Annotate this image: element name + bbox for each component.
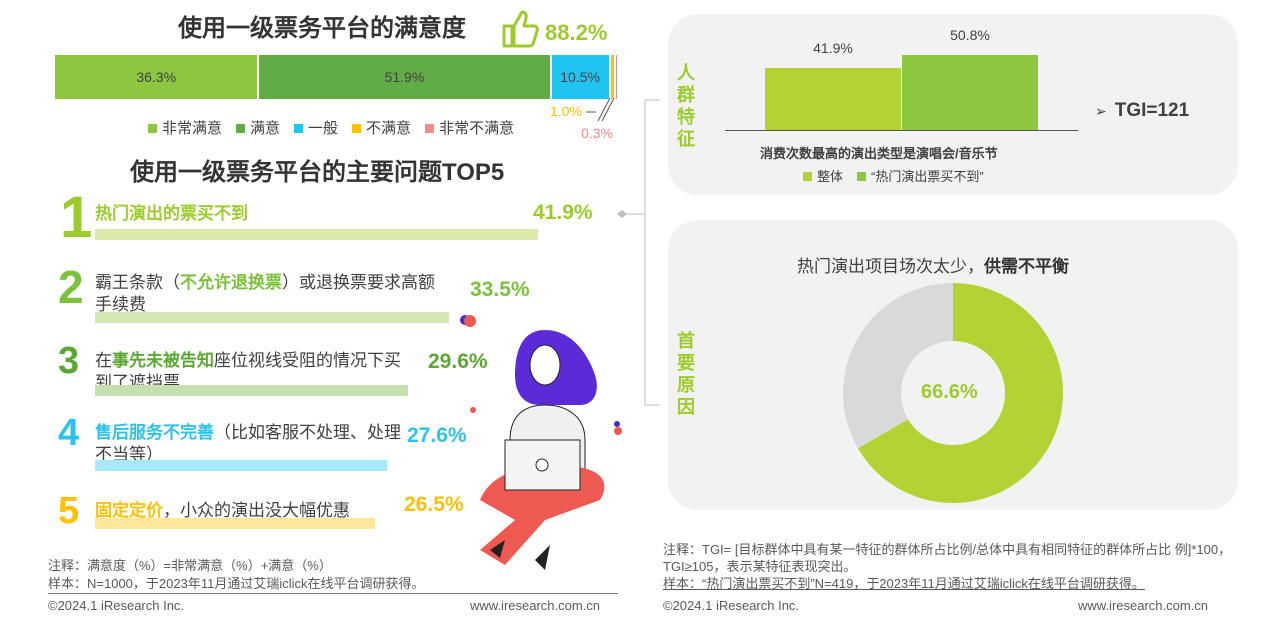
arrow-icon: ➢	[1095, 103, 1107, 119]
legend-swatch	[857, 172, 867, 181]
leader-lines	[586, 97, 615, 122]
legend-label: 整体	[817, 169, 844, 184]
rank-number: 3	[58, 340, 80, 382]
tgi-value: TGI=121	[1114, 100, 1190, 121]
stack-segment: 36.3%	[55, 55, 258, 99]
problem-value: 41.9%	[533, 201, 593, 224]
problem-value: 29.6%	[428, 350, 488, 373]
problems-title: 使用一级票务平台的主要问题TOP5	[130, 159, 505, 186]
legend-label: 非常满意	[162, 120, 223, 137]
legend-item: 不满意	[352, 117, 411, 138]
legend-item: “热门演出票买不到”	[857, 166, 984, 185]
legend-label: 不满意	[366, 120, 412, 137]
left-copyright: ©2024.1 iResearch Inc.	[48, 598, 185, 613]
legend-item: 非常不满意	[425, 117, 514, 138]
stack-segment	[616, 55, 618, 99]
left-divider	[48, 593, 618, 594]
donut-slice	[857, 283, 1063, 503]
connector-lines	[617, 99, 660, 406]
stack-segment	[610, 55, 615, 99]
legend-swatch	[803, 172, 812, 181]
rank-number: 5	[58, 490, 80, 532]
problem-highlight: 固定定价	[95, 501, 163, 520]
problem-bar	[95, 385, 408, 396]
legend-label: “热门演出票买不到”	[871, 169, 984, 184]
problem-text-post: （比如客服不处理、处理不当等）	[95, 423, 401, 464]
rank-number: 2	[58, 261, 84, 313]
legend-label: 满意	[250, 120, 281, 137]
reason-label: 首要原因	[677, 331, 695, 417]
legend-swatch	[148, 124, 157, 133]
legend-swatch	[352, 124, 362, 133]
label-neutral-small: 1.0%	[550, 103, 582, 119]
legend-swatch	[236, 124, 246, 133]
tgi-bar-label: 41.9%	[813, 40, 853, 57]
problem-bar	[95, 229, 538, 240]
problem-bar	[95, 518, 376, 529]
right-note: 注释：TGI= [目标群体中具有某一特征的群体所占比例/总体中具有相同特征的群体…	[663, 542, 1232, 574]
right-copyright: ©2024.1 iResearch Inc.	[663, 598, 800, 613]
problem-text: 热门演出的票买不到	[95, 203, 445, 225]
left-sample: 样本：N=1000，于2023年11月通过艾瑞iclick在线平台调研获得。	[48, 576, 425, 591]
legend-item: 满意	[236, 117, 280, 138]
left-note: 注释：满意度（%）=非常满意（%）+满意（%）	[48, 558, 332, 573]
segment-label: 51.9%	[384, 69, 425, 85]
legend-item: 一般	[294, 117, 338, 138]
tgi-xlabel: 消费次数最高的演出类型是演唱会/音乐节	[760, 146, 998, 161]
problem-text-pre: 霸王条款（	[95, 273, 180, 292]
problem-text-pre: 在	[95, 351, 112, 370]
segment-label: 36.3%	[136, 69, 177, 85]
audience-label: 人群特征	[677, 63, 695, 149]
person-with-laptop-illustration	[460, 315, 622, 570]
legend-label: 一般	[308, 120, 339, 137]
donut-title-normal: 热门演出项目场次太少，	[797, 257, 984, 276]
left-url: www.iresearch.com.cn	[470, 598, 601, 613]
segment-label: 10.5%	[560, 69, 600, 85]
stack-segment: 51.9%	[259, 55, 550, 99]
problem-highlight: 事先未被告知	[112, 351, 214, 370]
right-url: www.iresearch.com.cn	[1078, 598, 1209, 613]
problem-text: 霸王条款（不允许退换票）或退换票要求高额手续费	[95, 272, 445, 316]
thumbs-up-icon	[502, 10, 539, 48]
problem-text-post: ，小众的演出没大幅优惠	[163, 501, 350, 520]
tgi-bar-label: 50.8%	[950, 27, 990, 43]
problem-highlight: 售后服务不完善	[95, 423, 214, 442]
legend-item: 非常满意	[148, 117, 222, 138]
tgi-bar	[765, 68, 901, 130]
label-very-dissatisfied: 0.3%	[581, 125, 613, 141]
problem-bar	[95, 312, 450, 323]
problem-value: 26.5%	[404, 493, 464, 516]
problem-bar	[95, 460, 387, 471]
rank-number: 4	[58, 412, 80, 454]
problem-highlight: 不允许退换票	[180, 273, 282, 292]
tgi-axis	[725, 130, 1078, 131]
legend-swatch	[294, 124, 304, 133]
legend-swatch	[425, 124, 435, 133]
problem-highlight: 热门演出的票买不到	[95, 204, 248, 223]
problem-text-post: ）或退换票要求高额手续费	[95, 273, 435, 314]
satisfaction-total: 88.2%	[545, 20, 608, 45]
problem-value: 33.5%	[470, 278, 530, 301]
tgi-bar	[902, 55, 1038, 130]
donut-slice	[843, 283, 953, 449]
rank-number: 1	[60, 185, 93, 250]
donut-title: 热门演出项目场次太少，供需不平衡	[797, 252, 1069, 277]
right-sample: 样本：“热门演出票买不到”N=419，于2023年11月通过艾瑞iclick在线…	[663, 576, 1145, 591]
satisfaction-title: 使用一级票务平台的满意度	[178, 15, 466, 42]
tgi-legend: 整体 “热门演出票买不到”	[803, 166, 984, 185]
donut-label: 66.6%	[921, 381, 978, 403]
stack-segment: 10.5%	[551, 55, 609, 99]
reason-donut	[843, 283, 1063, 503]
satisfaction-legend: 非常满意 满意 一般 不满意 非常不满意	[148, 117, 514, 138]
legend-item: 整体	[803, 166, 843, 185]
donut-title-bold: 供需不平衡	[984, 257, 1069, 276]
tgi-annotation: ➢ TGI=121	[1095, 100, 1189, 122]
problem-text: 售后服务不完善（比如客服不处理、处理不当等）	[95, 422, 415, 466]
problem-value: 27.6%	[407, 424, 467, 447]
problem-text: 固定定价，小众的演出没大幅优惠	[95, 500, 415, 522]
legend-label: 非常不满意	[439, 120, 515, 137]
